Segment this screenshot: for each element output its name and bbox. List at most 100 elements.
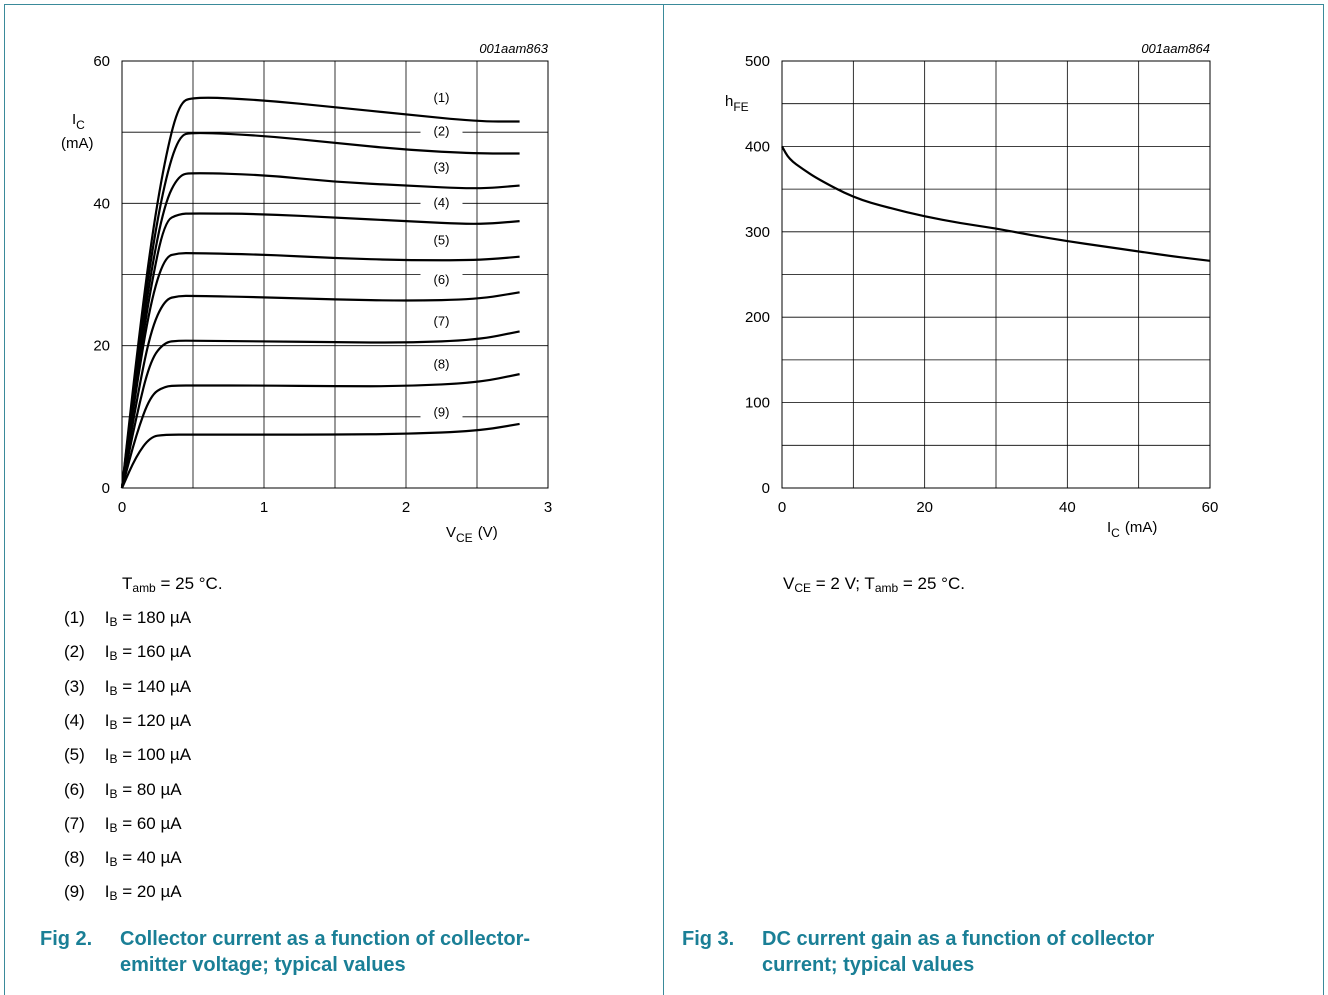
legend-item-value: = 160 µA	[117, 642, 192, 662]
legend-item-symbol: I	[100, 642, 110, 662]
series-label-5: (5)	[434, 232, 450, 247]
series-line-5	[120, 252, 520, 489]
legend-item: (9) IB = 20 µA	[64, 882, 182, 903]
x-tick-label: 3	[544, 499, 552, 516]
series-label-bg	[420, 193, 463, 212]
series-label-bg	[420, 122, 463, 141]
x-tick-label: 0	[118, 499, 126, 516]
legend-item-subscript: B	[109, 615, 118, 629]
chart-2-ylabel: hFE	[725, 93, 749, 114]
y-tick-label: 300	[745, 224, 770, 241]
series-label-bg	[420, 231, 463, 250]
legend-item-value: = 100 µA	[117, 745, 192, 765]
series-line-4	[120, 212, 520, 489]
legend-item-number: (4)	[64, 710, 85, 730]
legend-item: (3) IB = 140 µA	[64, 677, 191, 698]
plot-border	[121, 60, 549, 489]
legend-item: (2) IB = 160 µA	[64, 642, 191, 663]
legend-item-symbol: I	[100, 745, 110, 765]
series-label-bg	[420, 403, 463, 422]
chart-2-xlabel: IC (mA)	[1107, 519, 1157, 540]
y-tick-label: 20	[93, 338, 110, 355]
legend-item-symbol: I	[100, 676, 110, 696]
series-label-2: (2)	[434, 124, 450, 139]
figure-2-frame	[4, 4, 664, 995]
series-label-bg	[420, 312, 463, 331]
legend-item-subscript: B	[109, 889, 118, 904]
series-label-bg	[420, 271, 463, 290]
y-tick-label: 100	[745, 395, 770, 412]
x-tick-label: 0	[778, 499, 786, 516]
legend-item-symbol: I	[100, 779, 110, 799]
legend-item: (6) IB = 80 µA	[64, 780, 182, 801]
series-label-3: (3)	[434, 159, 450, 174]
y-tick-label: 0	[762, 480, 770, 497]
series-label-bg	[420, 355, 463, 374]
legend-item-value: = 140 µA	[117, 676, 192, 696]
figure-3-number: Fig 3.	[682, 928, 735, 950]
figure-3-caption: Fig 3. DC current gain as a function of …	[682, 926, 1282, 982]
x-tick-label: 60	[1202, 499, 1219, 516]
legend-item-symbol: I	[100, 882, 110, 902]
series-line-1	[781, 145, 1211, 262]
legend-item-subscript: B	[109, 683, 118, 698]
legend-item-subscript: B	[109, 752, 118, 767]
series-line-6	[120, 291, 520, 489]
legend-item-value: = 60 µA	[117, 813, 182, 833]
legend-item-value: = 120 µA	[117, 710, 192, 730]
figure-3-title: DC current gain as a function of collect…	[762, 928, 1155, 976]
series-label-bg	[420, 88, 463, 107]
legend-item-subscript: B	[109, 855, 118, 870]
plot-border	[781, 60, 1211, 489]
x-tick-label: 1	[260, 499, 268, 516]
legend-item-subscript: B	[109, 717, 118, 732]
x-tick-label: 40	[1059, 499, 1076, 516]
y-tick-label: 60	[93, 53, 110, 70]
legend-item-value: = 80 µA	[117, 779, 182, 799]
legend-item-number: (9)	[64, 882, 85, 902]
legend-item-value: = 20 µA	[117, 882, 182, 902]
series-label-1: (1)	[434, 90, 450, 105]
legend-item: (7) IB = 60 µA	[64, 814, 182, 835]
y-tick-label: 400	[745, 138, 770, 155]
y-tick-label: 200	[745, 309, 770, 326]
figure-2-caption: Fig 2. Collector current as a function o…	[40, 926, 640, 982]
chart-1-conditions: Tamb = 25 °C.	[122, 574, 223, 595]
legend-item-number: (7)	[64, 813, 85, 833]
chart-1-series: (1) (2) (3) (4) (5) (6) (7) (8) (9)	[120, 88, 520, 489]
series-line-8	[120, 373, 520, 489]
legend-item-subscript: B	[109, 786, 118, 801]
chart-1-code: 001aam863	[479, 41, 548, 56]
x-tick-label: 20	[916, 499, 933, 516]
series-label-7: (7)	[434, 313, 450, 328]
chart-2-grid	[781, 60, 1211, 489]
legend-item-value: = 40 µA	[117, 848, 182, 868]
chart-1-xlabel: VCE (V)	[446, 524, 498, 545]
series-line-3	[120, 172, 520, 489]
chart-1-ylabel-unit: (mA)	[61, 135, 94, 152]
legend-item: (8) IB = 40 µA	[64, 848, 182, 869]
x-tick-label: 2	[402, 499, 410, 516]
legend-item: (4) IB = 120 µA	[64, 711, 191, 732]
chart-1-ticks: 0 1 2 3 0 20 40 60	[93, 53, 552, 516]
y-tick-label: 500	[745, 53, 770, 70]
series-line-2	[120, 131, 520, 489]
chart-2-conditions: VCE = 2 V; Tamb = 25 °C.	[783, 574, 965, 595]
y-tick-label: 0	[102, 480, 110, 497]
chart-1-ylabel: IC	[72, 111, 85, 132]
series-label-4: (4)	[434, 195, 450, 210]
legend-item-symbol: I	[100, 848, 110, 868]
legend-item-subscript: B	[109, 820, 118, 835]
legend-item: (5) IB = 100 µA	[64, 745, 191, 766]
chart-2-code: 001aam864	[1141, 41, 1210, 56]
series-line-7	[120, 330, 520, 489]
series-label-bg	[420, 158, 463, 177]
legend-item-number: (1)	[64, 608, 85, 627]
legend-item-symbol: I	[100, 813, 110, 833]
series-label-8: (8)	[434, 356, 450, 371]
legend-item-number: (6)	[64, 779, 85, 799]
figure-3-frame	[663, 4, 1324, 995]
legend-item-symbol: I	[100, 710, 110, 730]
y-tick-label: 40	[93, 195, 110, 212]
